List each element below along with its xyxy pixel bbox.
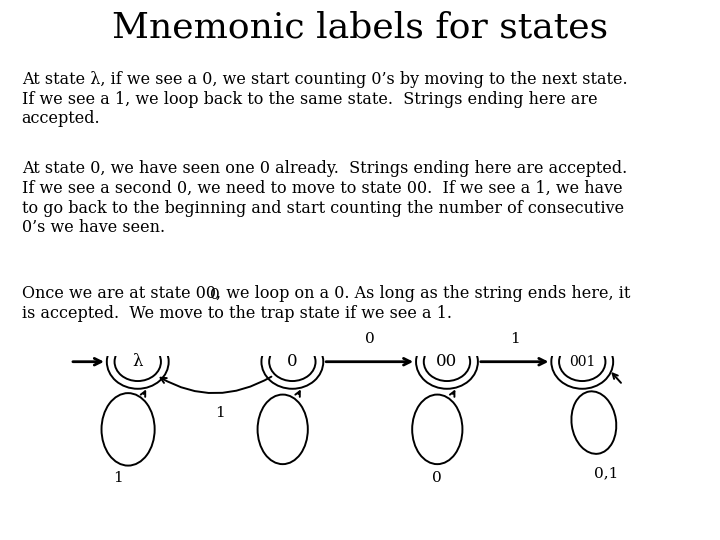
Text: At state λ, if we see a 0, we start counting 0’s by moving to the next state.
If: At state λ, if we see a 0, we start coun… xyxy=(22,71,627,127)
Text: 0: 0 xyxy=(365,332,374,346)
Text: Mnemonic labels for states: Mnemonic labels for states xyxy=(112,11,608,45)
Text: λ: λ xyxy=(132,353,143,370)
Text: 0: 0 xyxy=(287,353,297,370)
Text: Once we are at state 00, we loop on a 0. As long as the string ends here, it
is : Once we are at state 00, we loop on a 0.… xyxy=(22,285,630,322)
Text: 001: 001 xyxy=(569,355,595,369)
Text: At state 0, we have seen one 0 already.  Strings ending here are accepted.
If we: At state 0, we have seen one 0 already. … xyxy=(22,160,627,236)
Text: 1: 1 xyxy=(114,471,123,485)
Text: 1: 1 xyxy=(215,406,225,420)
Text: 0: 0 xyxy=(210,288,220,302)
Text: 1: 1 xyxy=(510,332,520,346)
Text: 00: 00 xyxy=(436,353,458,370)
Text: 0,1: 0,1 xyxy=(594,466,618,480)
Text: 0: 0 xyxy=(433,471,442,485)
